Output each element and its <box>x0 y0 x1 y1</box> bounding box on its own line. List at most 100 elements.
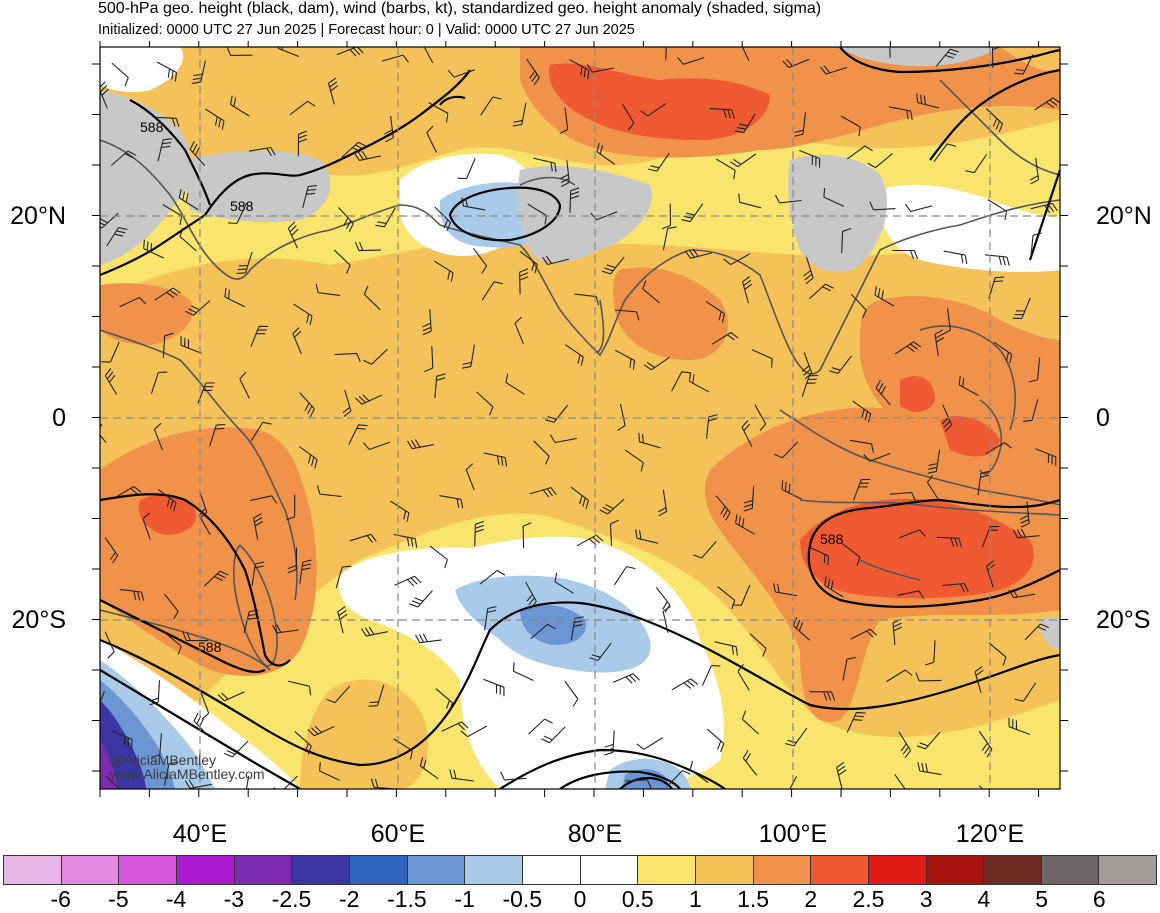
wind-barb <box>384 115 394 143</box>
wind-barb <box>111 62 129 87</box>
wind-barb <box>666 770 691 787</box>
wind-barb <box>293 303 313 326</box>
wind-barb <box>337 207 354 232</box>
wind-barb <box>617 403 626 431</box>
wind-barb <box>335 565 352 589</box>
lat-label-left-20s: 20°S <box>11 606 66 634</box>
wind-barb <box>642 280 660 304</box>
wind-barb <box>341 141 367 158</box>
wind-barb <box>203 570 229 587</box>
wind-barb <box>428 102 449 123</box>
wind-barb <box>723 253 750 266</box>
wind-barb <box>803 256 814 285</box>
wind-barb <box>715 495 731 521</box>
wind-barb <box>671 678 699 691</box>
wind-barb <box>658 489 668 517</box>
wind-barb <box>661 203 672 230</box>
wind-barb <box>671 371 691 392</box>
contour-label: 588 <box>820 531 844 547</box>
wind-barb <box>199 491 208 519</box>
wind-barb <box>741 420 753 447</box>
gray-land-region <box>518 165 652 264</box>
wind-barb <box>182 632 209 642</box>
wind-barb <box>447 69 475 78</box>
wind-barb <box>205 108 225 130</box>
wind-barb <box>156 61 178 82</box>
contour-label: 588 <box>230 198 254 214</box>
wind-barb <box>705 301 725 323</box>
colorbar-swatch <box>753 856 812 884</box>
wind-barb <box>104 368 118 395</box>
wind-barb <box>164 593 179 620</box>
wind-barb <box>1029 157 1040 185</box>
wind-barb <box>529 487 557 498</box>
wind-barb <box>749 633 767 657</box>
colorbar-tick-label: 3 <box>919 886 933 912</box>
wind-barb <box>841 227 852 254</box>
wind-barb <box>943 250 968 265</box>
wind-barb <box>142 512 151 540</box>
wind-barb <box>801 374 819 397</box>
wind-barb <box>898 529 927 539</box>
wind-barb <box>197 382 215 404</box>
wind-barb <box>781 480 802 500</box>
wind-barb <box>480 96 502 116</box>
wind-barb <box>612 673 640 684</box>
wind-barb <box>114 486 142 499</box>
wind-barb <box>157 489 177 512</box>
wind-barb <box>393 738 413 760</box>
wind-barb <box>738 193 762 209</box>
wind-barb <box>1014 682 1037 702</box>
map-title: 500-hPa geo. height (black, dam), wind (… <box>98 0 822 17</box>
wind-barb <box>915 672 942 682</box>
colorbar-tick-label: -2.5 <box>271 886 312 912</box>
colorbar-swatch <box>4 856 62 884</box>
wind-barb <box>1013 528 1040 539</box>
wind-barb <box>522 522 532 549</box>
wind-barb <box>327 77 339 105</box>
wind-barb <box>180 336 202 354</box>
wind-barb <box>640 102 667 117</box>
wind-barb <box>434 260 454 282</box>
wind-barb <box>916 731 941 750</box>
wind-barb <box>250 325 269 347</box>
wind-barb <box>1014 54 1034 75</box>
wind-barb <box>533 157 557 173</box>
wind-barb <box>785 727 808 747</box>
wind-barb <box>842 543 861 566</box>
colorbar-tick-label: -1.5 <box>387 886 427 912</box>
wind-barb <box>863 452 891 462</box>
wind-barb <box>326 685 351 704</box>
wind-barb <box>609 519 620 546</box>
wind-barb <box>251 561 265 586</box>
colorbar-tick-label: 0.5 <box>621 886 654 912</box>
wind-barb <box>613 566 636 586</box>
wind-barb <box>185 300 211 316</box>
wind-barb <box>942 582 969 593</box>
wind-barb <box>286 494 296 521</box>
wind-barb <box>236 251 253 274</box>
wind-barb <box>514 316 524 344</box>
colorbar-swatch <box>638 856 696 884</box>
anomaly-fill-neutral <box>338 536 724 789</box>
wind-barb <box>143 239 164 259</box>
anomaly-fill-neg-2 <box>100 740 118 789</box>
wind-barb <box>441 721 469 732</box>
anomaly-fill-2-5 <box>800 498 1034 599</box>
wind-barb <box>299 559 312 584</box>
gridlines <box>100 47 1060 789</box>
wind-barb <box>601 256 625 275</box>
wind-barb <box>941 404 953 432</box>
wind-barb <box>100 212 119 229</box>
wind-barb <box>850 293 867 319</box>
wind-barb <box>348 424 368 445</box>
wind-barb <box>461 197 486 211</box>
wind-barb <box>375 207 396 228</box>
wind-barb <box>732 584 751 606</box>
colorbar-tick-label: -0.5 <box>502 886 543 912</box>
wind-barb <box>302 185 318 209</box>
anomaly-fill-1-5 <box>300 679 429 789</box>
wind-barb <box>316 485 342 498</box>
wind-barb <box>836 761 847 789</box>
